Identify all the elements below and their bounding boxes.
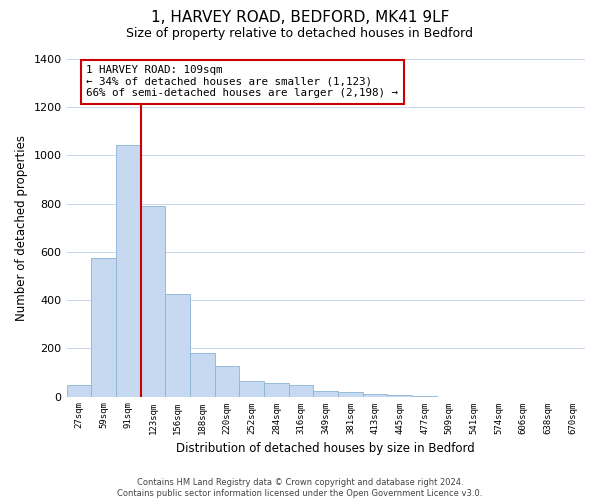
X-axis label: Distribution of detached houses by size in Bedford: Distribution of detached houses by size … xyxy=(176,442,475,455)
Text: 1 HARVEY ROAD: 109sqm
← 34% of detached houses are smaller (1,123)
66% of semi-d: 1 HARVEY ROAD: 109sqm ← 34% of detached … xyxy=(86,65,398,98)
Bar xyxy=(289,384,313,396)
Bar xyxy=(140,206,165,396)
Bar xyxy=(215,366,239,396)
Bar xyxy=(91,258,116,396)
Y-axis label: Number of detached properties: Number of detached properties xyxy=(15,135,28,321)
Bar xyxy=(190,353,215,397)
Text: Size of property relative to detached houses in Bedford: Size of property relative to detached ho… xyxy=(127,28,473,40)
Bar xyxy=(338,392,363,396)
Bar xyxy=(313,390,338,396)
Bar xyxy=(116,144,140,396)
Bar xyxy=(363,394,388,396)
Bar xyxy=(67,384,91,396)
Bar xyxy=(165,294,190,396)
Bar xyxy=(239,381,264,396)
Text: 1, HARVEY ROAD, BEDFORD, MK41 9LF: 1, HARVEY ROAD, BEDFORD, MK41 9LF xyxy=(151,10,449,25)
Text: Contains HM Land Registry data © Crown copyright and database right 2024.
Contai: Contains HM Land Registry data © Crown c… xyxy=(118,478,482,498)
Bar xyxy=(264,384,289,396)
